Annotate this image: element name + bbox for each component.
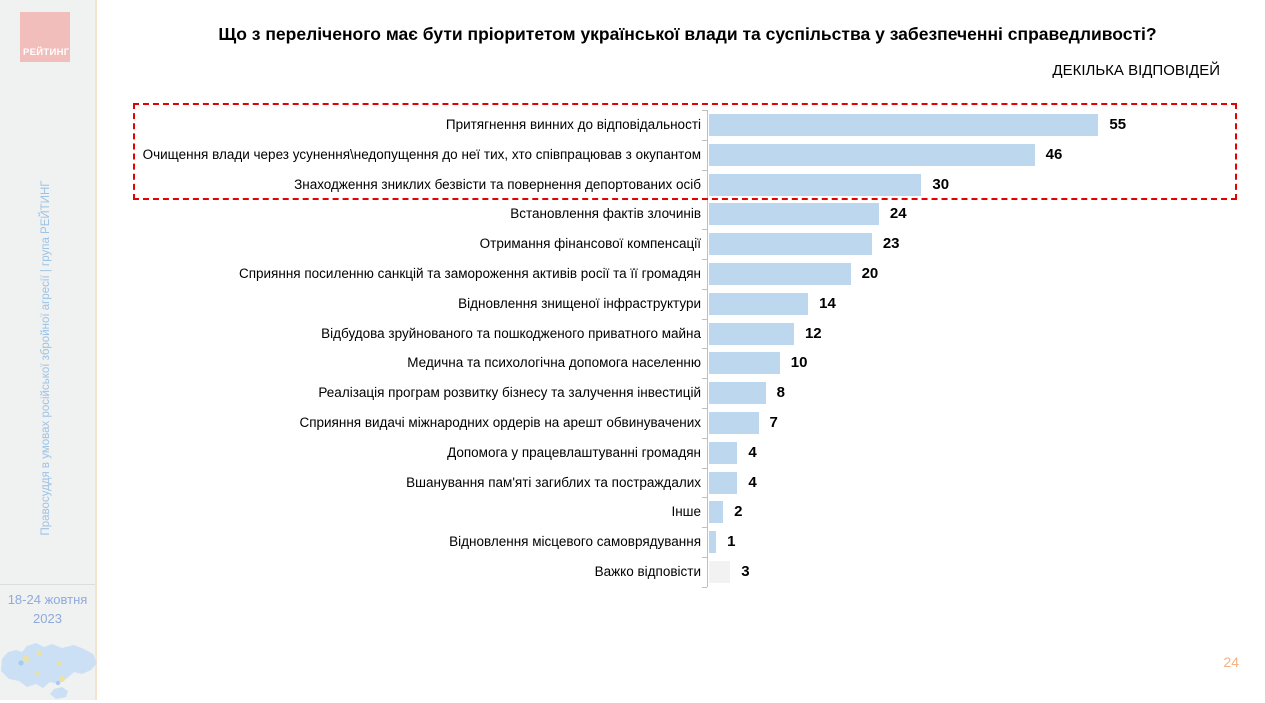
bar xyxy=(709,501,724,524)
survey-date-range: 18-24 жовтня xyxy=(7,592,88,607)
value-label: 12 xyxy=(804,324,822,342)
category-axis xyxy=(707,110,708,587)
axis-tick xyxy=(702,259,707,260)
bar xyxy=(709,471,738,494)
axis-tick xyxy=(702,497,707,498)
bar-row: Інше 2 xyxy=(0,497,1265,527)
bar xyxy=(709,143,1035,166)
bar xyxy=(709,114,1099,136)
bar xyxy=(709,352,780,375)
page-title: Що з переліченого має бути пріоритетом у… xyxy=(218,24,1157,44)
value-label: 4 xyxy=(748,473,757,491)
survey-date: 18-24 жовтня 2023 xyxy=(0,590,95,628)
chart: Притягнення винних до відповідальності 55… xyxy=(0,110,1265,590)
axis-tick xyxy=(702,378,707,379)
axis-tick xyxy=(702,408,707,409)
bar-row: Очищення влади через усунення\недопущенн… xyxy=(0,140,1265,170)
axis-tick xyxy=(702,348,707,349)
category-label: Сприяння посиленню санкцій та замороженн… xyxy=(238,266,701,281)
category-label: Очищення влади через усунення\недопущенн… xyxy=(142,146,701,162)
bar-row: Встановлення фактів злочинів 24 xyxy=(0,199,1265,229)
bar-row: Відновлення знищеної інфраструктури 14 xyxy=(0,289,1265,319)
sidebar: РЕЙТИНГ Правосуддя в умовах російської з… xyxy=(0,0,97,700)
value-label: 8 xyxy=(776,384,785,402)
category-label: Притягнення винних до відповідальності xyxy=(445,117,701,132)
bar xyxy=(709,203,879,226)
value-label: 14 xyxy=(819,294,836,312)
value-label: 20 xyxy=(861,265,879,282)
axis-tick xyxy=(702,319,707,320)
category-label: Важко відповісти xyxy=(594,564,701,579)
axis-tick xyxy=(702,527,707,528)
subtitle-multiple-answers: ДЕКІЛЬКА ВІДПОВІДЕЙ xyxy=(1052,62,1220,79)
value-label: 23 xyxy=(882,235,900,253)
bar-row: Сприяння посиленню санкцій та замороженн… xyxy=(0,259,1265,289)
axis-tick xyxy=(702,289,707,290)
bar xyxy=(709,561,731,583)
bar-row: Реалізація програм розвитку бізнесу та з… xyxy=(0,378,1265,408)
axis-tick xyxy=(702,468,707,469)
bar-row: Медична та психологічна допомога населен… xyxy=(0,348,1265,378)
category-label: Інше xyxy=(671,504,701,520)
value-label: 30 xyxy=(932,175,950,193)
category-label: Вшанування пам'яті загиблих та постражда… xyxy=(406,474,701,490)
bar-row: Вшанування пам'яті загиблих та постражда… xyxy=(0,468,1265,498)
category-label: Сприяння видачі міжнародних ордерів на а… xyxy=(299,415,701,430)
sidebar-divider xyxy=(0,584,95,585)
category-label: Встановлення фактів злочинів xyxy=(510,206,701,222)
value-label: 46 xyxy=(1045,145,1063,163)
bar-row: Важко відповісти 3 xyxy=(0,557,1265,587)
ukraine-map-icon xyxy=(1,643,97,699)
axis-tick xyxy=(702,557,707,558)
bar xyxy=(709,382,766,405)
bar-row: Відбудова зруйнованого та пошкодженого п… xyxy=(0,319,1265,349)
bar xyxy=(709,531,717,554)
value-label: 1 xyxy=(727,533,736,551)
category-label: Допомога у працевлаштуванні громадян xyxy=(447,444,701,460)
bar-row: Притягнення винних до відповідальності 55 xyxy=(0,110,1265,140)
axis-tick xyxy=(702,170,707,171)
axis-tick xyxy=(702,229,707,230)
value-label: 10 xyxy=(790,354,808,372)
value-label: 2 xyxy=(734,503,743,521)
bar-row: Допомога у працевлаштуванні громадян 4 xyxy=(0,438,1265,468)
category-label: Медична та психологічна допомога населен… xyxy=(407,355,701,371)
bar-row: Отримання фінансової компенсації 23 xyxy=(0,229,1265,259)
category-label: Знаходження зниклих безвісти та повернен… xyxy=(294,176,701,192)
bar xyxy=(709,441,738,464)
bar-row: Знаходження зниклих безвісти та повернен… xyxy=(0,170,1265,200)
bar xyxy=(709,412,759,434)
category-label: Відновлення знищеної інфраструктури xyxy=(458,295,701,311)
rating-logo: РЕЙТИНГ xyxy=(20,12,70,62)
top-answers-highlight-box xyxy=(133,103,1237,200)
bar-row: Сприяння видачі міжнародних ордерів на а… xyxy=(0,408,1265,438)
value-label: 24 xyxy=(889,205,907,223)
value-label: 55 xyxy=(1109,116,1127,133)
bar xyxy=(709,233,872,256)
bar xyxy=(709,292,809,315)
bar-row: Відновлення місцевого самоврядування 1 xyxy=(0,527,1265,557)
value-label: 4 xyxy=(748,443,757,461)
survey-date-year: 2023 xyxy=(33,611,62,626)
bar xyxy=(709,263,851,285)
axis-tick xyxy=(702,587,707,588)
value-label: 3 xyxy=(741,563,750,580)
axis-tick xyxy=(702,110,707,111)
category-label: Відновлення місцевого самоврядування xyxy=(449,534,701,550)
value-label: 7 xyxy=(769,414,778,431)
axis-tick xyxy=(702,140,707,141)
bar xyxy=(709,322,794,345)
bar xyxy=(709,173,922,196)
category-label: Отримання фінансової компенсації xyxy=(479,236,701,252)
axis-tick xyxy=(702,438,707,439)
category-label: Відбудова зруйнованого та пошкодженого п… xyxy=(321,325,701,341)
rating-logo-text: РЕЙТИНГ xyxy=(23,47,70,58)
category-label: Реалізація програм розвитку бізнесу та з… xyxy=(318,385,701,401)
page-number: 24 xyxy=(1223,654,1239,670)
